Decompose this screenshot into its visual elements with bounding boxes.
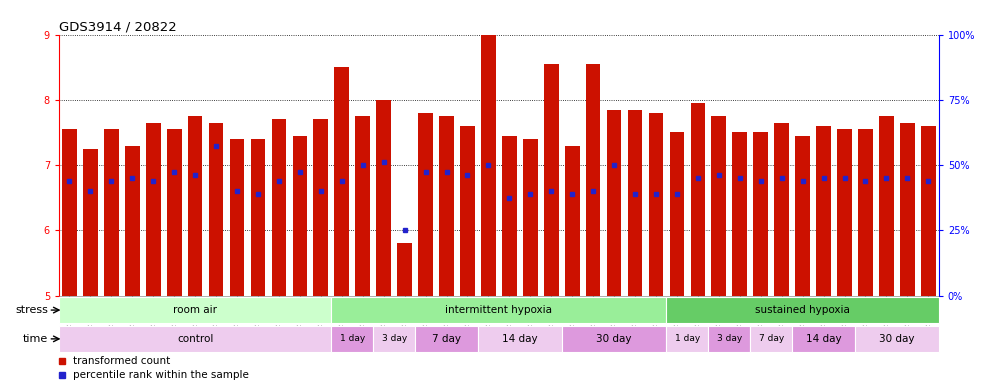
Text: 1 day: 1 day	[674, 334, 700, 343]
Text: intermittent hypoxia: intermittent hypoxia	[445, 305, 552, 315]
Bar	[293, 136, 308, 296]
Bar	[900, 123, 914, 296]
Bar	[334, 67, 349, 296]
Bar	[314, 119, 328, 296]
Text: time: time	[24, 334, 48, 344]
Bar	[104, 129, 119, 296]
Text: transformed count: transformed count	[73, 356, 170, 366]
Bar	[879, 116, 894, 296]
Text: GDS3914 / 20822: GDS3914 / 20822	[59, 20, 177, 33]
Bar	[838, 129, 852, 296]
Bar	[84, 149, 97, 296]
Bar	[481, 35, 495, 296]
Bar	[62, 129, 77, 296]
Text: 7 day: 7 day	[759, 334, 783, 343]
Bar	[565, 146, 580, 296]
Bar	[145, 123, 160, 296]
Text: 3 day: 3 day	[717, 334, 742, 343]
Bar	[858, 129, 873, 296]
Bar	[544, 64, 558, 296]
Bar	[732, 132, 747, 296]
Bar	[712, 116, 726, 296]
Bar	[709, 326, 750, 352]
Bar	[921, 126, 936, 296]
Text: 7 day: 7 day	[432, 334, 461, 344]
Bar	[251, 139, 265, 296]
Bar	[523, 139, 538, 296]
Text: 1 day: 1 day	[339, 334, 365, 343]
Bar	[460, 126, 475, 296]
Bar	[59, 297, 331, 323]
Bar	[271, 119, 286, 296]
Bar	[418, 113, 433, 296]
Text: control: control	[177, 334, 213, 344]
Bar	[750, 326, 792, 352]
Bar	[331, 297, 666, 323]
Bar	[374, 326, 415, 352]
Bar	[816, 126, 831, 296]
Bar	[376, 100, 391, 296]
Bar	[59, 326, 331, 352]
Bar	[669, 132, 684, 296]
Bar	[397, 243, 412, 296]
Bar	[855, 326, 939, 352]
Text: 30 day: 30 day	[597, 334, 632, 344]
Text: sustained hypoxia: sustained hypoxia	[755, 305, 850, 315]
Bar	[125, 146, 140, 296]
Bar	[586, 64, 601, 296]
Text: stress: stress	[16, 305, 48, 315]
Bar	[795, 136, 810, 296]
Text: 14 day: 14 day	[806, 334, 841, 344]
Bar	[666, 297, 939, 323]
Bar	[649, 113, 664, 296]
Bar	[690, 103, 705, 296]
Bar	[666, 326, 709, 352]
Bar	[792, 326, 855, 352]
Text: room air: room air	[173, 305, 217, 315]
Bar	[775, 123, 789, 296]
Text: percentile rank within the sample: percentile rank within the sample	[73, 370, 249, 380]
Bar	[502, 136, 517, 296]
Bar	[230, 139, 245, 296]
Bar	[561, 326, 666, 352]
Bar	[208, 123, 223, 296]
Bar	[415, 326, 478, 352]
Bar	[607, 110, 621, 296]
Bar	[478, 326, 561, 352]
Bar	[167, 129, 182, 296]
Bar	[188, 116, 202, 296]
Text: 3 day: 3 day	[381, 334, 407, 343]
Bar	[439, 116, 454, 296]
Bar	[628, 110, 642, 296]
Bar	[331, 326, 374, 352]
Text: 14 day: 14 day	[502, 334, 538, 344]
Bar	[753, 132, 768, 296]
Text: 30 day: 30 day	[879, 334, 914, 344]
Bar	[356, 116, 370, 296]
